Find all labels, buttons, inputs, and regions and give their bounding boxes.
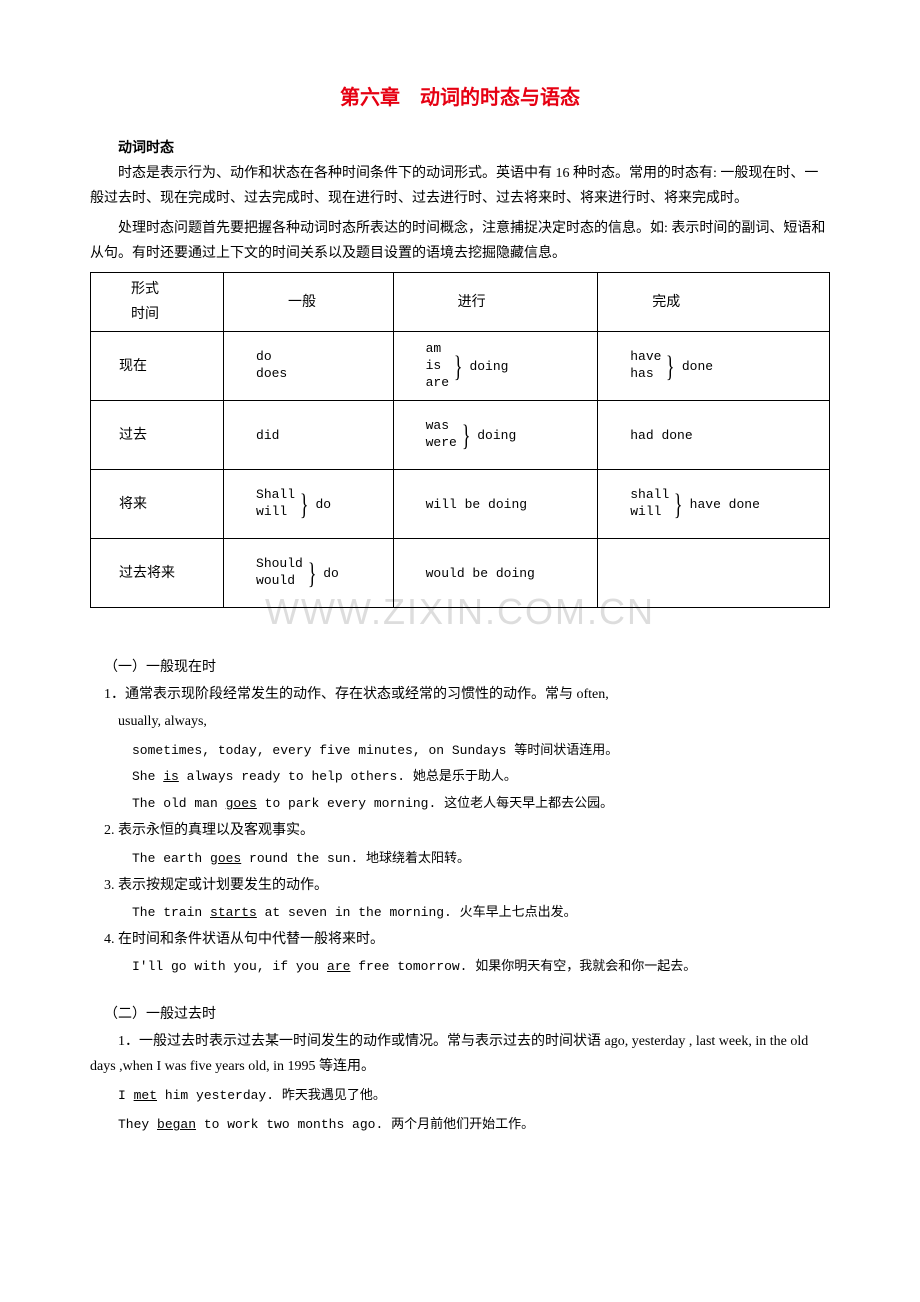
example-line: I met him yesterday. 昨天我遇见了他。	[90, 1083, 830, 1108]
subsection-head: （二）一般过去时	[104, 1002, 830, 1027]
cell: Should would } do	[224, 539, 394, 608]
cell: do does	[224, 332, 394, 401]
table-row: 过去将来 Should would } do would be doing	[91, 539, 830, 608]
example-line: I'll go with you, if you are free tomorr…	[132, 954, 830, 979]
col-header: 一般	[224, 272, 394, 331]
cell: shall will } have done	[598, 470, 830, 539]
example-line: The train starts at seven in the morning…	[132, 900, 830, 925]
example-line: The old man goes to park every morning. …	[132, 791, 830, 816]
col-header: 完成	[598, 272, 830, 331]
section-heading: 动词时态	[118, 136, 830, 161]
cell: have has } done	[598, 332, 830, 401]
cell: was were } doing	[393, 401, 598, 470]
subsection-head: （一）一般现在时	[104, 655, 830, 680]
row-label: 过去	[91, 401, 224, 470]
example-line: They began to work two months ago. 两个月前他…	[90, 1112, 830, 1137]
table-row: 现在 do does am is are } doing	[91, 332, 830, 401]
list-item: 3. 表示按规定或计划要发生的动作。	[90, 873, 830, 898]
table-row: 过去 did was were } doing had done	[91, 401, 830, 470]
chapter-title: 第六章 动词的时态与语态	[90, 80, 830, 116]
corner-bot: 时间	[103, 302, 211, 327]
cell: would be doing	[393, 539, 598, 608]
row-label: 将来	[91, 470, 224, 539]
example-line: She is always ready to help others. 她总是乐…	[132, 764, 830, 789]
intro-para-2: 处理时态问题首先要把握各种动词时态所表达的时间概念，注意捕捉决定时态的信息。如:…	[90, 216, 830, 266]
cell: did	[224, 401, 394, 470]
table-row: 将来 Shall will } do will be doing shall w…	[91, 470, 830, 539]
cell: will be doing	[393, 470, 598, 539]
brace-icon: }	[300, 491, 309, 518]
brace-icon: }	[308, 560, 317, 587]
row-label: 现在	[91, 332, 224, 401]
example-line: sometimes, today, every five minutes, on…	[132, 739, 830, 762]
col-header: 进行	[393, 272, 598, 331]
brace-icon: }	[462, 422, 471, 449]
list-item: 2. 表示永恒的真理以及客观事实。	[90, 818, 830, 843]
brace-icon: }	[454, 353, 463, 380]
list-item: 4. 在时间和条件状语从句中代替一般将来时。	[90, 927, 830, 952]
list-cont: usually, always,	[118, 709, 830, 734]
cell: had done	[598, 401, 830, 470]
brace-icon: }	[666, 353, 675, 380]
brace-icon: }	[674, 491, 683, 518]
cell	[598, 539, 830, 608]
corner-top: 形式	[103, 277, 211, 302]
cell: am is are } doing	[393, 332, 598, 401]
example-line: The earth goes round the sun. 地球绕着太阳转。	[132, 846, 830, 871]
table-corner: 形式 时间	[91, 272, 224, 331]
cell: Shall will } do	[224, 470, 394, 539]
tense-table: 形式 时间 一般 进行 完成 现在 do does am is are	[90, 272, 830, 608]
row-label: 过去将来	[91, 539, 224, 608]
intro-para-1: 时态是表示行为、动作和状态在各种时间条件下的动词形式。英语中有 16 种时态。常…	[90, 161, 830, 211]
body-para: 1．一般过去时表示过去某一时间发生的动作或情况。常与表示过去的时间状语 ago,…	[90, 1029, 830, 1079]
list-item: 1．通常表示现阶段经常发生的动作、存在状态或经常的习惯性的动作。常与 often…	[90, 682, 830, 707]
